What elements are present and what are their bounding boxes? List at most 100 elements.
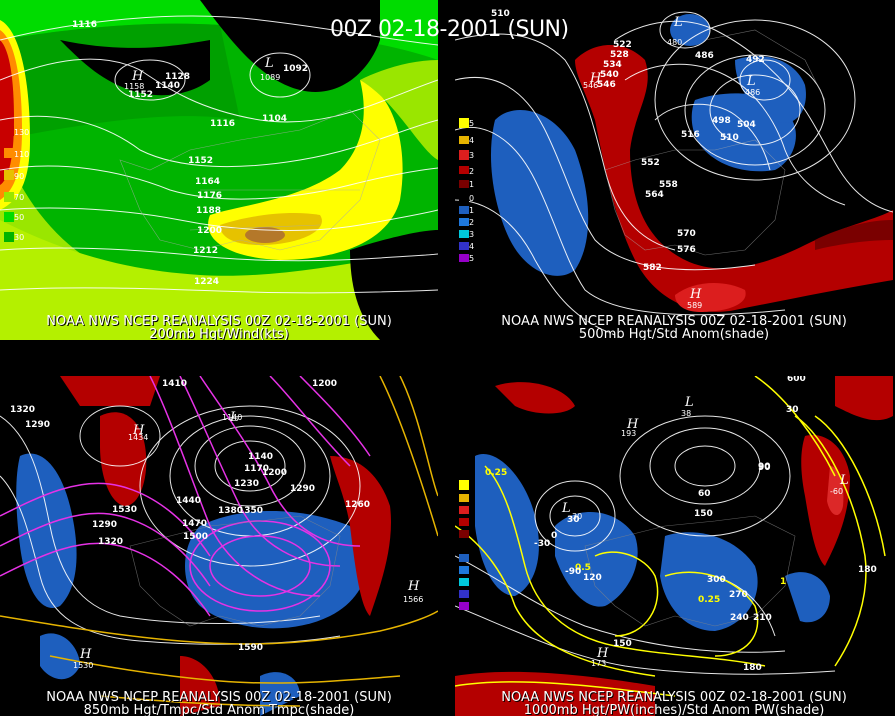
contour-label: 1200 xyxy=(312,379,337,389)
contour-label: 1230 xyxy=(234,479,259,489)
map-1000mb: 0.25 0.5 1 0.25 30 0 -30 -90 120 60 90 1… xyxy=(455,376,893,716)
high-center-value: 1566 xyxy=(403,595,423,604)
contour-label: -30 xyxy=(534,539,550,549)
contour-label: 1200 xyxy=(262,468,287,478)
contour-label: 534 xyxy=(603,60,622,70)
contour-label: 510 xyxy=(720,133,739,143)
contour-label: 570 xyxy=(677,229,696,239)
contour-label: 504 xyxy=(737,120,756,130)
contour-label: 492 xyxy=(746,55,765,65)
legend-2-label-4: 1 xyxy=(469,180,474,189)
panel-200mb: 130 110 90 70 50 30 1116 1128 1140 1152 … xyxy=(0,0,438,340)
contour-label: 1410 xyxy=(162,379,187,389)
contour-label: 600 xyxy=(787,376,806,384)
map-500mb: 5 4 3 2 1 0 1 2 3 4 5 510 522 528 534 54… xyxy=(455,0,893,340)
contour-label: 120 xyxy=(583,573,602,583)
caption-200mb-line1: NOAA NWS NCEP REANALYSIS 00Z 02-18-2001 … xyxy=(46,314,392,329)
caption-850mb-line1: NOAA NWS NCEP REANALYSIS 00Z 02-18-2001 … xyxy=(46,690,392,705)
contour-label: 90 xyxy=(758,462,771,472)
map-850mb: 1410 1320 1290 1440 1470 1500 1530 1380 … xyxy=(0,376,438,716)
contour-label: 1320 xyxy=(10,405,35,415)
contour-label: 1128 xyxy=(165,72,190,82)
contour-label: 1140 xyxy=(155,81,180,91)
low-center: L xyxy=(229,410,239,425)
low-center-value: 1089 xyxy=(260,73,280,82)
page-title: 00Z 02-18-2001 (SUN) xyxy=(330,17,569,42)
low-center-value: 486 xyxy=(745,88,760,97)
contour-label: 1200 xyxy=(197,226,222,236)
legend-2-label-6: 1 xyxy=(469,206,474,215)
contour-label: 516 xyxy=(681,130,700,140)
contour-label: -90 xyxy=(565,567,581,577)
panel-1000mb: 0.25 0.5 1 0.25 30 0 -30 -90 120 60 90 1… xyxy=(455,376,893,716)
legend-2-label-3: 2 xyxy=(469,167,474,176)
caption-850mb-line2: 850mb Hgt/Tmpc/Std Anom Tmpc(shade) xyxy=(83,703,355,716)
high-center-value: 589 xyxy=(687,301,702,310)
contour-label: 528 xyxy=(610,50,629,60)
contour-label: 1290 xyxy=(92,520,117,530)
contour-label: 30 xyxy=(786,405,799,415)
high-center-value: 546 xyxy=(583,81,598,90)
contour-label: 1500 xyxy=(183,532,208,542)
legend-2-label-7: 2 xyxy=(469,218,474,227)
legend-2-label-9: 4 xyxy=(469,242,474,251)
contour-label: 150 xyxy=(613,639,632,649)
low-center: L xyxy=(746,74,756,89)
caption-500mb-line1: NOAA NWS NCEP REANALYSIS 00Z 02-18-2001 … xyxy=(501,314,847,329)
contour-label: 552 xyxy=(641,158,660,168)
contour-label: 210 xyxy=(753,613,772,623)
contour-label: 522 xyxy=(613,40,632,50)
contour-label: 1350 xyxy=(238,506,263,516)
legend-2-label-1: 4 xyxy=(469,136,474,145)
contour-label: 240 xyxy=(730,613,749,623)
high-center: H xyxy=(626,417,639,432)
contour-label: 0 xyxy=(551,531,557,541)
legend-1-label-1: 110 xyxy=(14,150,29,159)
contour-label: 90 xyxy=(758,463,771,473)
contour-label: 1380 xyxy=(218,506,243,516)
contour-label: 1188 xyxy=(196,206,221,216)
contour-label: 1104 xyxy=(262,114,287,124)
contour-label: 486 xyxy=(695,51,714,61)
contour-label: 558 xyxy=(659,180,678,190)
contour-label: 270 xyxy=(729,590,748,600)
legend-1-label-0: 130 xyxy=(14,128,29,137)
contour-label: 1092 xyxy=(283,64,308,74)
contour-label: 1152 xyxy=(128,90,153,100)
legend-2-label-5: 0 xyxy=(469,194,474,203)
contour-label: 540 xyxy=(600,70,619,80)
low-center-value: 30 xyxy=(572,512,582,521)
contour-label: 1152 xyxy=(188,156,213,166)
contour-label: 0.5 xyxy=(575,563,591,573)
contour-label: 1290 xyxy=(25,420,50,430)
contour-label: 582 xyxy=(643,263,662,273)
legend-1-label-3: 70 xyxy=(14,193,24,202)
high-center-value: 1158 xyxy=(124,82,144,91)
contour-label: 1470 xyxy=(182,519,207,529)
contour-label: 1260 xyxy=(345,500,370,510)
panel-850mb: 1410 1320 1290 1440 1470 1500 1530 1380 … xyxy=(0,376,438,716)
contour-label: 576 xyxy=(677,245,696,255)
contour-label: 0.25 xyxy=(485,468,507,478)
legend-2-label-2: 3 xyxy=(469,151,474,160)
contour-label: 180 xyxy=(858,565,877,575)
low-center: L xyxy=(561,501,571,516)
contour-label: 1176 xyxy=(197,191,222,201)
contour-label: 0.25 xyxy=(698,595,720,605)
high-center: H xyxy=(79,647,92,662)
high-center: H xyxy=(596,646,609,661)
contour-label: 1 xyxy=(780,577,786,587)
contour-label: 498 xyxy=(712,116,731,126)
contour-label: 180 xyxy=(743,663,762,673)
high-center: H xyxy=(132,423,145,438)
high-center: H xyxy=(589,71,602,86)
contour-label: 1116 xyxy=(210,119,235,129)
caption-1000mb-line2: 1000mb Hgt/PW(inches)/Std Anom PW(shade) xyxy=(523,703,825,716)
contour-label: 1116 xyxy=(72,20,97,30)
caption-200mb-line2: 200mb Hgt/Wind(kts) xyxy=(149,327,289,340)
contour-label: 1590 xyxy=(238,643,263,653)
legend-1-label-4: 50 xyxy=(14,213,24,222)
contour-label: 1320 xyxy=(98,537,123,547)
high-center-value: 173 xyxy=(591,659,606,668)
contour-label: 1164 xyxy=(195,177,220,187)
